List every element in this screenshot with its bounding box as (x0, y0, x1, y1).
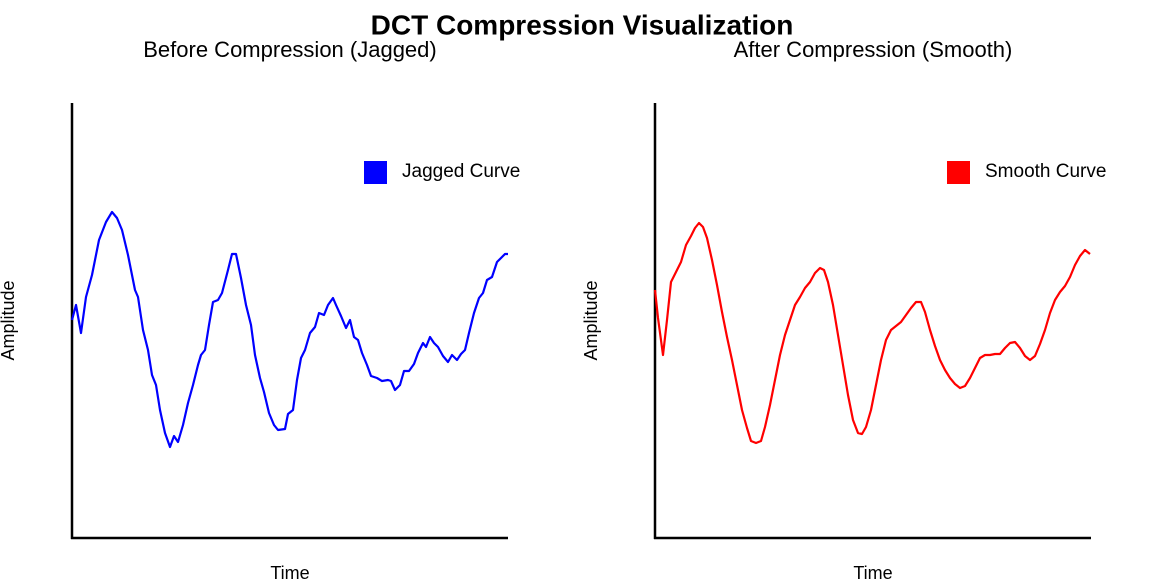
x-axis-label: Time (270, 563, 309, 581)
y-axis-label: Amplitude (0, 280, 18, 360)
legend-label: Smooth Curve (985, 161, 1106, 182)
data-line (653, 221, 1091, 445)
subplot-title: After Compression (Smooth) (734, 37, 1013, 62)
legend-swatch (947, 161, 970, 184)
x-axis-label: Time (853, 563, 892, 581)
figure-title: DCT Compression Visualization (371, 9, 794, 40)
legend-label: Jagged Curve (402, 161, 520, 182)
legend-swatch (364, 161, 387, 184)
data-line (70, 210, 508, 449)
y-axis-label: Amplitude (581, 280, 601, 360)
subplot-title: Before Compression (Jagged) (143, 37, 436, 62)
